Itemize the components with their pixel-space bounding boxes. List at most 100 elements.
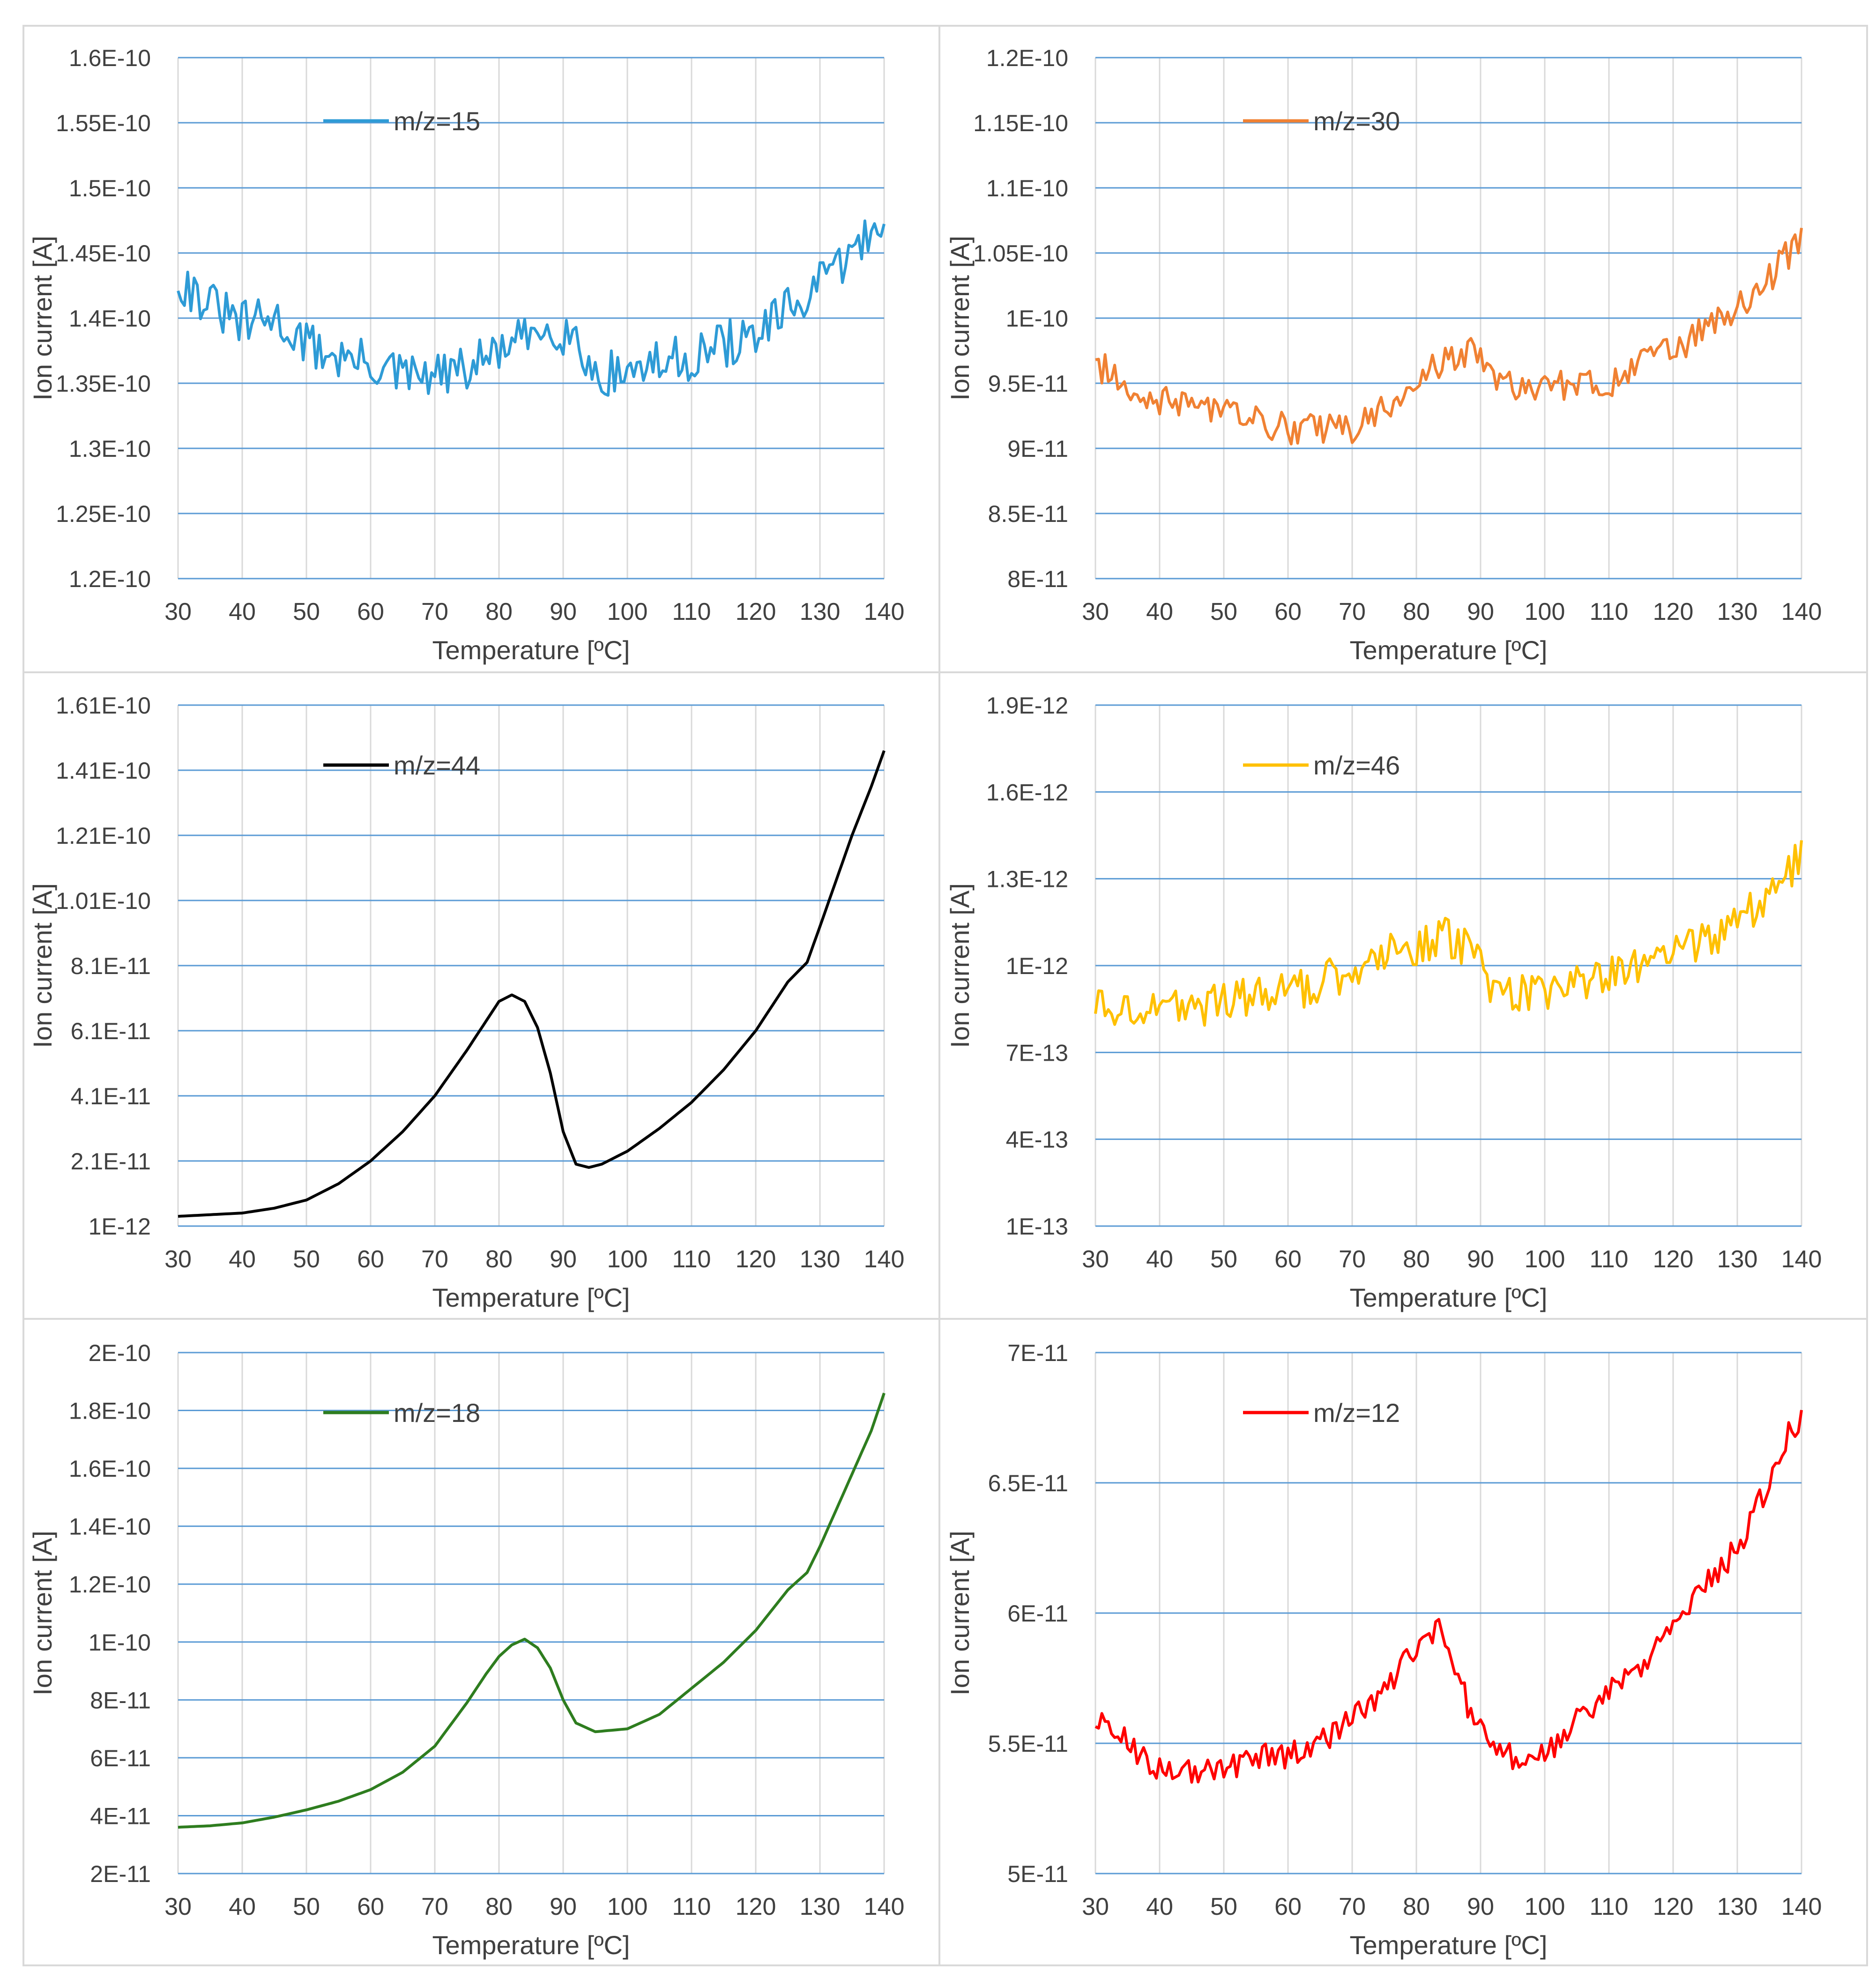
y-tick-label: 9.5E-11 [988,371,1068,397]
y-tick-label: 2E-10 [89,1340,151,1366]
y-tick-label: 7E-13 [1006,1040,1068,1066]
x-axis-title: Temperature [ºC] [1350,635,1548,665]
y-axis-title: Ion current [A] [945,883,975,1048]
y-tick-label: 2.1E-11 [71,1148,151,1175]
x-tick-label: 40 [1146,1246,1173,1273]
y-tick-label: 1.6E-12 [986,779,1068,805]
x-tick-label: 40 [1146,598,1173,625]
x-tick-label: 70 [1339,1893,1366,1920]
x-tick-label: 90 [1467,1893,1494,1920]
y-tick-label: 1.3E-10 [69,436,151,462]
y-tick-label: 2E-11 [90,1861,151,1887]
y-tick-label: 1E-12 [89,1213,151,1240]
y-tick-label: 1.6E-10 [69,45,151,71]
y-tick-label: 1.8E-10 [69,1398,151,1424]
x-tick-label: 140 [864,598,905,625]
y-tick-label: 6.5E-11 [988,1470,1068,1496]
x-tick-label: 60 [357,598,384,625]
x-tick-label: 120 [736,1893,776,1920]
x-tick-label: 40 [229,1893,256,1920]
x-tick-label: 140 [1781,598,1822,625]
x-tick-label: 90 [550,1246,577,1273]
x-tick-label: 110 [1590,598,1629,625]
y-tick-label: 6.1E-11 [71,1018,151,1044]
x-tick-label: 120 [1653,598,1694,625]
y-tick-label: 1.15E-10 [973,110,1068,136]
x-tick-label: 50 [293,1893,320,1920]
y-tick-label: 1.4E-10 [69,305,151,332]
y-tick-label: 1.41E-10 [56,758,151,784]
x-tick-label: 100 [1525,598,1565,625]
y-tick-label: 9E-11 [1007,436,1068,462]
x-tick-label: 110 [672,1893,711,1920]
x-tick-label: 100 [607,1246,648,1273]
x-tick-label: 80 [1403,1893,1430,1920]
x-axis-title: Temperature [ºC] [1350,1930,1548,1960]
y-tick-label: 1.05E-10 [973,240,1068,267]
x-tick-label: 100 [1525,1893,1565,1920]
chart-middle-right: 30 40 50 60 70 80 90 100 110 120 130 140 1E-13 4E-13 7… [945,692,1822,1312]
y-tick-label: 7E-11 [1007,1340,1068,1366]
y-tick-label: 4E-13 [1006,1127,1068,1153]
x-tick-label: 90 [550,598,577,625]
y-tick-label: 4.1E-11 [71,1083,151,1109]
x-tick-label: 100 [607,598,648,625]
y-tick-label: 1E-10 [1006,305,1068,332]
chart-middle-left: 30 40 50 60 70 80 90 100 110 120 130 140 1E-12 2.1E-1… [28,692,904,1312]
y-tick-label: 8.5E-11 [988,501,1068,527]
x-tick-label: 50 [1210,1893,1237,1920]
y-axis-title: Ion current [A] [945,1531,975,1696]
y-tick-label: 1.1E-10 [986,175,1068,201]
y-tick-label: 4E-11 [90,1803,151,1829]
y-axis-title: Ion current [A] [28,883,57,1048]
legend-label: m/z=12 [1313,1398,1400,1428]
y-tick-label: 1.2E-10 [69,1571,151,1598]
y-tick-label: 8E-11 [90,1687,151,1713]
x-tick-label: 40 [229,598,256,625]
y-tick-label: 1.5E-10 [69,175,151,201]
y-tick-label: 8E-11 [1007,566,1068,592]
x-axis-title: Temperature [ºC] [432,1930,630,1960]
x-axis-title: Temperature [ºC] [432,635,630,665]
y-tick-label: 1.2E-10 [986,45,1068,71]
y-tick-label: 5E-11 [1007,1861,1068,1887]
x-axis-title: Temperature [ºC] [1350,1283,1548,1312]
y-tick-label: 1.35E-10 [56,371,151,397]
x-tick-label: 40 [1146,1893,1173,1920]
x-tick-label: 70 [1339,1246,1366,1273]
x-tick-label: 50 [1210,598,1237,625]
y-tick-label: 5.5E-11 [988,1731,1068,1757]
x-tick-label: 130 [800,598,841,625]
x-tick-label: 110 [672,598,711,625]
x-tick-label: 40 [229,1246,256,1273]
x-tick-label: 30 [1082,1893,1109,1920]
series-line [1094,840,1803,1027]
series-line [1095,228,1803,446]
x-tick-label: 80 [485,598,513,625]
y-axis-title: Ion current [A] [28,236,57,401]
legend-label: m/z=18 [394,1398,480,1428]
y-tick-label: 8.1E-11 [71,953,151,979]
x-tick-label: 90 [1467,598,1494,625]
x-tick-label: 30 [164,1893,192,1920]
x-tick-label: 30 [164,598,192,625]
x-tick-label: 60 [1274,1246,1302,1273]
y-tick-label: 1.3E-12 [986,866,1068,893]
series-line [178,1392,886,1829]
y-tick-label: 1E-12 [1006,953,1068,979]
x-tick-label: 110 [1590,1246,1629,1273]
x-axis-title: Temperature [ºC] [432,1283,630,1312]
chart-bottom-left: 30 40 50 60 70 80 90 100 110 120 130 140 2E-11 4E-11 6… [28,1340,904,1960]
y-tick-label: 1.45E-10 [56,240,151,267]
x-tick-label: 70 [421,598,448,625]
x-tick-label: 100 [607,1893,648,1920]
y-tick-label: 6E-11 [90,1745,151,1771]
chart-bottom-right: 30 40 50 60 70 80 90 100 110 120 130 140 5E-11 5.5E-1… [945,1340,1822,1960]
x-tick-label: 70 [421,1893,448,1920]
x-tick-label: 140 [864,1893,905,1920]
x-tick-label: 130 [800,1893,841,1920]
x-tick-label: 60 [357,1893,384,1920]
legend-label: m/z=30 [1313,106,1400,136]
legend-label: m/z=46 [1313,751,1400,780]
